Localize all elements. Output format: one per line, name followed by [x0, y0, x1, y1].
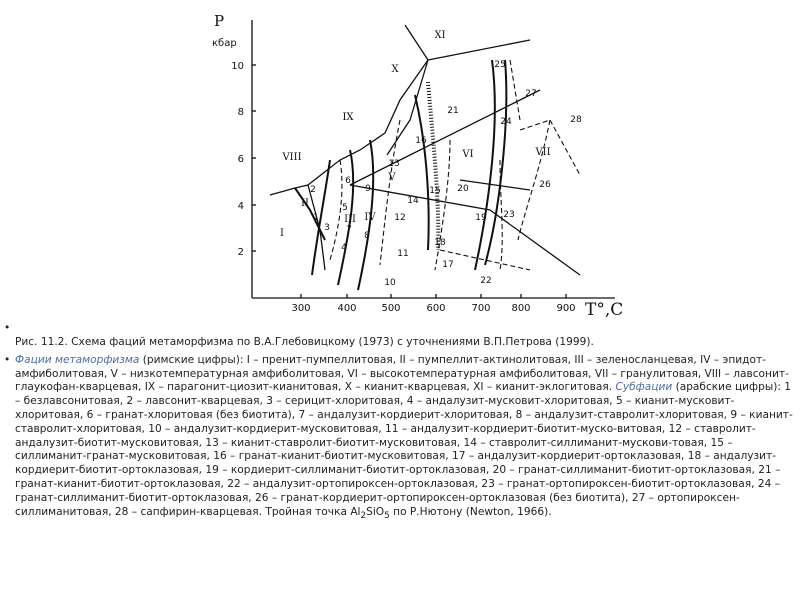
formula-al: Al [350, 505, 361, 518]
subfacies-label-15: 15 [429, 186, 440, 196]
facies-term: Фации метаморфизма [15, 353, 140, 366]
subfacies-label-2: 2 [310, 185, 316, 195]
facies-label-I: I [280, 228, 284, 239]
subfacies-label-5: 5 [342, 203, 348, 213]
facies-label-V: V [387, 172, 396, 183]
subfacies-label-3: 3 [324, 223, 330, 233]
subfacies-label-8: 8 [364, 231, 370, 241]
subfacies-label-28: 28 [570, 115, 582, 125]
y-tick-label: 10 [231, 61, 244, 72]
x-tick-label: 400 [337, 303, 356, 314]
figure-caption: Рис. 11.2. Схема фаций метаморфизма по В… [4, 336, 794, 350]
subfacies-label-25: 25 [494, 60, 505, 70]
facies-text: (римские цифры): I – пренит-пумпеллитова… [15, 353, 789, 394]
x-tick-label: 300 [291, 303, 310, 314]
subfacies-term: Субфации [615, 381, 673, 394]
caption-text: Рис. 11.2. Схема фаций метаморфизма по В… [15, 336, 594, 348]
triple-point-tail: по Р.Нютону (Newton, 1966). [389, 505, 552, 518]
subfacies-label-11: 11 [397, 249, 408, 259]
y-tick-label: 2 [238, 247, 244, 258]
subfacies-label-10: 10 [384, 278, 396, 288]
facies-label-VIII: VIII [281, 152, 301, 163]
formula-sub-5: 5 [384, 510, 390, 521]
x-tick-label: 600 [426, 303, 445, 314]
subfacies-label-12: 12 [394, 213, 405, 223]
empty-bullet: • [4, 322, 794, 336]
subfacies-label-27: 27 [525, 89, 536, 99]
subfacies-label-24: 24 [500, 117, 512, 127]
x-tick-label: 500 [381, 303, 400, 314]
facies-label-II: II [301, 198, 309, 209]
subfacies-label-19: 19 [475, 213, 487, 223]
subfacies-label-4: 4 [341, 243, 347, 253]
x-tick-label: 900 [556, 303, 575, 314]
subfacies-label-23: 23 [503, 210, 514, 220]
caption-list: • Рис. 11.2. Схема фаций метаморфизма по… [4, 322, 794, 523]
subfacies-label-16: 16 [415, 136, 427, 146]
y-tick-label: 4 [238, 201, 244, 212]
subfacies-label-14: 14 [407, 196, 419, 206]
subfacies-label-13: 13 [388, 159, 399, 169]
subfacies-label-1: 1 [313, 213, 319, 223]
facies-label-III: III [344, 214, 356, 225]
facies-label-VII: VII [534, 147, 550, 158]
x-ticks: 300 400 500 600 700 800 900 [291, 294, 576, 314]
facies-boundaries [269, 24, 581, 291]
facies-label-VI: VI [461, 149, 473, 160]
y-tick-label: 6 [238, 154, 244, 165]
bullet-dot: • [4, 353, 11, 366]
y-tick-label: 8 [238, 107, 244, 118]
y-axis-symbol: P [214, 12, 224, 30]
subfacies-label-26: 26 [539, 180, 551, 190]
x-tick-label: 800 [511, 303, 530, 314]
subfacies-label-9: 9 [365, 184, 371, 194]
subfacies-labels: 1234567891011121314151617181920212223242… [310, 60, 582, 288]
y-ticks: 2 4 6 8 10 [231, 61, 256, 258]
y-axis-unit: кбар [212, 38, 237, 49]
subfacies-label-18: 18 [434, 238, 446, 248]
x-tick-label: 700 [471, 303, 490, 314]
subfacies-label-17: 17 [442, 260, 453, 270]
formula-sio: SiO [366, 505, 385, 518]
facies-label-IV: IV [364, 212, 376, 223]
facies-label-X: X [391, 64, 399, 75]
subfacies-label-22: 22 [480, 276, 491, 286]
legend-paragraph: • Фации метаморфизма (римские цифры): I –… [4, 354, 794, 524]
subfacies-text: (арабские цифры): 1 – безлавсонитовая, 2… [15, 381, 793, 518]
facies-label-XI: XI [434, 30, 445, 41]
bullet-dot: • [4, 322, 11, 334]
formula-sub-2: 2 [360, 510, 367, 521]
x-axis-label: T°,C [585, 300, 623, 320]
subfacies-label-21: 21 [447, 106, 458, 116]
facies-label-IX: IX [342, 112, 354, 123]
subfacies-label-6: 6 [345, 176, 351, 186]
subfacies-label-20: 20 [457, 184, 469, 194]
subfacies-label-7: 7 [346, 225, 352, 235]
